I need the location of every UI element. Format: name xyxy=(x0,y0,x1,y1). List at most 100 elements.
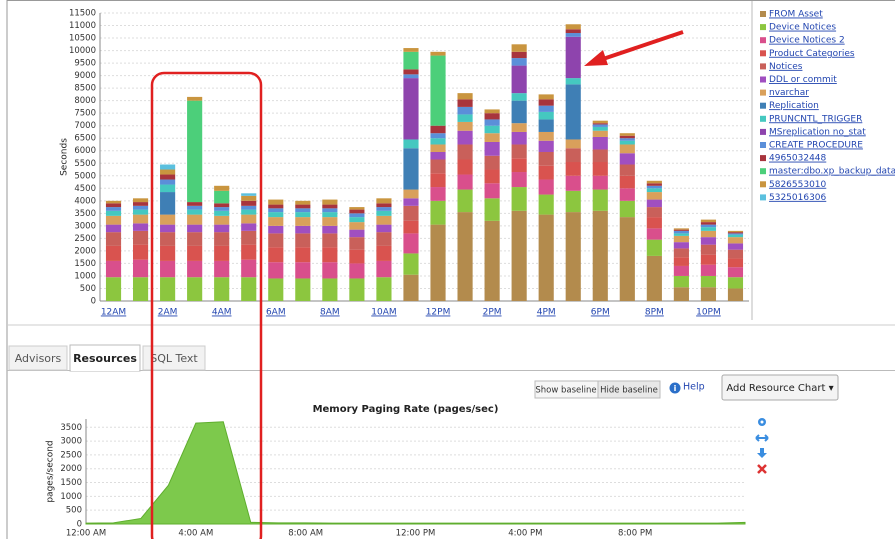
bar-segment xyxy=(214,210,230,216)
legend-label[interactable]: nvarchar xyxy=(769,88,809,98)
bar-segment xyxy=(187,100,203,203)
bar-segment xyxy=(295,212,311,218)
bar-segment xyxy=(430,133,446,139)
bar-segment xyxy=(376,198,392,204)
legend-label[interactable]: 5325016306 xyxy=(769,193,827,203)
bar-segment xyxy=(700,254,717,265)
x-tick-label[interactable]: 10AM xyxy=(371,308,396,318)
bar-segment xyxy=(322,225,338,234)
x-tick-label[interactable]: 8AM xyxy=(320,308,340,318)
tab[interactable] xyxy=(142,345,206,371)
bar-segment xyxy=(295,262,311,279)
bar-segment xyxy=(160,184,176,193)
remove-icon[interactable] xyxy=(757,464,767,474)
bar-segment xyxy=(132,202,149,206)
y-tick-label: 11500 xyxy=(69,9,96,19)
x-tick-label[interactable]: 6AM xyxy=(266,308,286,318)
bar-segment xyxy=(619,217,635,301)
bar-segment xyxy=(105,200,122,204)
bar-segment xyxy=(430,224,446,301)
button-label[interactable]: Hide baseline xyxy=(600,386,658,396)
tab[interactable] xyxy=(8,345,68,371)
x-tick-label[interactable]: 2PM xyxy=(483,308,502,318)
bar-segment xyxy=(619,133,635,136)
bar-segment xyxy=(349,222,365,230)
x-tick-label[interactable]: 10PM xyxy=(696,308,721,318)
bar-segment xyxy=(322,212,338,218)
tab-label[interactable]: SQL Text xyxy=(150,352,198,365)
y-tick-label: 5000 xyxy=(74,171,96,181)
legend-label[interactable]: Device Notices xyxy=(769,23,836,33)
bar-segment xyxy=(592,210,608,301)
help-link[interactable]: Help xyxy=(683,382,705,393)
bar-segment xyxy=(214,277,230,301)
legend-label[interactable]: DDL or commit xyxy=(769,75,837,85)
x-tick-label[interactable]: 4AM xyxy=(212,308,232,318)
move-down-icon[interactable] xyxy=(757,448,767,458)
legend-swatch xyxy=(760,37,766,44)
bar-segment xyxy=(403,253,419,275)
legend-label[interactable]: 4965032448 xyxy=(769,154,827,164)
bar-segment xyxy=(187,224,203,233)
add-resource-chart-button[interactable] xyxy=(721,374,839,401)
bar-segment xyxy=(403,198,419,206)
bar-segment xyxy=(646,180,662,184)
bar-segment xyxy=(241,195,257,201)
bar-segment xyxy=(268,225,284,234)
x-tick-label: 4:00 AM xyxy=(178,529,213,539)
legend-label[interactable]: MSreplication no_stat xyxy=(769,127,866,137)
legend-label[interactable]: master:dbo.xp_backup_databa xyxy=(769,167,895,177)
bar-segment xyxy=(268,199,284,205)
hide-baseline-button[interactable] xyxy=(597,380,661,399)
bar-segment xyxy=(241,277,257,301)
legend-label[interactable]: PRUNCNTL_TRIGGER xyxy=(769,114,862,124)
bar-segment xyxy=(538,111,554,120)
legend-label[interactable]: FROM Asset xyxy=(769,10,823,20)
x-tick-label[interactable]: 12PM xyxy=(426,308,451,318)
bar-segment xyxy=(511,131,527,145)
bar-segment xyxy=(268,278,284,301)
legend-label[interactable]: Replication xyxy=(769,101,819,111)
bar-segment xyxy=(295,225,311,234)
bar-segment xyxy=(295,208,311,213)
button-label[interactable]: Add Resource Chart ▾ xyxy=(726,383,833,394)
bar-segment xyxy=(403,51,419,70)
legend-label[interactable]: Device Notices 2 xyxy=(769,36,845,46)
bar-segment xyxy=(619,138,635,141)
x-tick-label[interactable]: 4PM xyxy=(537,308,556,318)
bar-segment xyxy=(160,169,176,175)
x-tick-label[interactable]: 12AM xyxy=(101,308,126,318)
help-icon[interactable] xyxy=(669,382,681,394)
tab-label[interactable]: Resources xyxy=(73,352,137,365)
bar-segment xyxy=(349,263,365,279)
y-tick-label: 0 xyxy=(91,297,96,307)
bar-segment xyxy=(349,209,365,214)
y-tick-label: 1000 xyxy=(74,271,96,281)
legend-label[interactable]: Product Categories xyxy=(769,49,855,59)
legend-label[interactable]: 5826553010 xyxy=(769,180,827,190)
bar-segment xyxy=(349,213,365,218)
x-tick-label[interactable]: 2AM xyxy=(158,308,178,318)
bar-segment xyxy=(105,215,122,225)
bar-segment xyxy=(295,217,311,226)
legend-label[interactable]: Notices xyxy=(769,62,803,72)
tab-label[interactable]: Advisors xyxy=(15,352,62,365)
bar-segment xyxy=(646,199,662,208)
bar-segment xyxy=(376,215,392,225)
bar-segment xyxy=(160,232,176,246)
resize-icon[interactable] xyxy=(755,434,769,442)
y-tick-label: 4000 xyxy=(74,196,96,206)
button-label[interactable]: Show baseline xyxy=(535,386,596,396)
legend-label[interactable]: CREATE PROCEDURE xyxy=(769,141,863,151)
bar-segment xyxy=(376,245,392,261)
bar-segment xyxy=(700,219,717,223)
bar-segment xyxy=(700,230,717,238)
x-tick-label[interactable]: 6PM xyxy=(591,308,610,318)
bar-segment xyxy=(592,175,608,190)
bar-segment xyxy=(484,220,500,301)
bar-segment xyxy=(700,227,717,231)
bar-segment xyxy=(295,204,311,209)
x-tick-label[interactable]: 8PM xyxy=(645,308,664,318)
bar-segment xyxy=(105,277,122,301)
bar-segment xyxy=(105,224,122,233)
